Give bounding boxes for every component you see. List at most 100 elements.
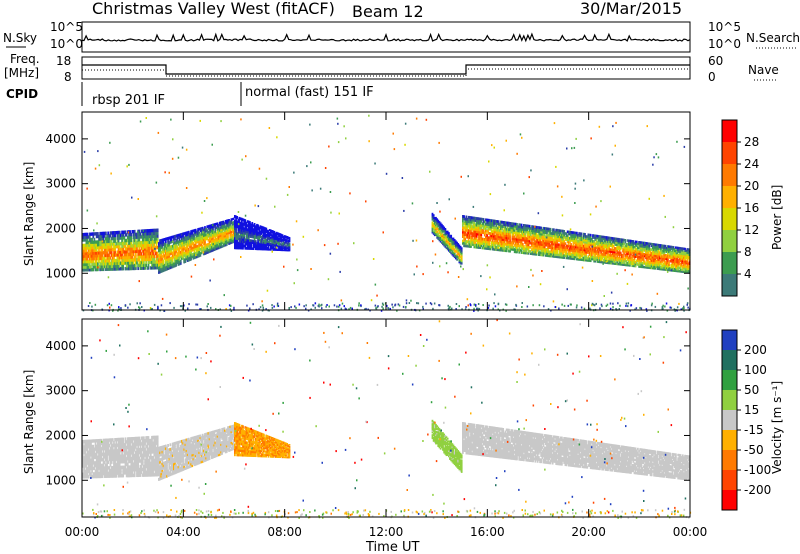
echo-cell-4 xyxy=(487,245,490,248)
echo-cell-4 xyxy=(527,245,530,249)
echo-cell-4 xyxy=(472,221,475,224)
echo-cell-1 xyxy=(179,259,182,263)
echo-cell-2 xyxy=(264,233,266,236)
echo-cell-4 xyxy=(564,238,567,241)
echo-cell-4 xyxy=(585,255,587,258)
echo-cell-4 xyxy=(599,237,601,240)
echo-cell-4 xyxy=(506,243,509,246)
echo-cell-0 xyxy=(120,236,122,240)
echo-cell-2 xyxy=(280,233,283,236)
echo-cell-4 xyxy=(638,241,640,244)
echo-cell-4 xyxy=(658,260,661,263)
echo-cell-4 xyxy=(518,225,521,229)
echo-cell-4 xyxy=(558,231,561,234)
echo-cell-2 xyxy=(257,226,259,229)
echo-cell-4 xyxy=(627,260,630,263)
echo-cell-0 xyxy=(92,235,95,239)
echo-cell-1 xyxy=(185,231,188,235)
echo-cell-4 xyxy=(602,259,605,262)
echo-cell-1 xyxy=(216,237,219,241)
echo-cell-4 xyxy=(684,269,686,272)
echo-cell-2 xyxy=(281,244,284,247)
echo-cell-3 xyxy=(435,225,437,228)
echo-cell-1 xyxy=(204,246,206,249)
echo-cell-1 xyxy=(163,238,166,241)
echo-cell-4 xyxy=(510,228,513,232)
echo-cell-1 xyxy=(166,267,168,271)
echo-cell-4 xyxy=(587,241,590,244)
echo-cell-4 xyxy=(570,235,572,238)
echo-cell-0 xyxy=(105,237,107,241)
echo-cell-4 xyxy=(479,235,482,238)
echo-cell-4 xyxy=(653,248,655,252)
echo-cell-0 xyxy=(124,233,127,237)
echo-cell-4 xyxy=(627,250,630,254)
echo-cell-4 xyxy=(593,250,596,253)
echo-cell-2 xyxy=(235,220,237,224)
echo-cell-4 xyxy=(467,218,470,221)
echo-cell-1 xyxy=(161,250,164,254)
echo-cell-4 xyxy=(516,250,518,254)
echo-cell-4 xyxy=(649,253,652,257)
echo-cell-1 xyxy=(161,264,164,268)
echo-cell-0 xyxy=(155,228,158,233)
echo-cell-1 xyxy=(228,231,230,235)
echo-cell-0 xyxy=(148,249,151,253)
echo-cell-2 xyxy=(287,241,290,244)
echo-cell-4 xyxy=(540,251,543,255)
echo-cell-4 xyxy=(579,234,582,237)
echo-cell-0 xyxy=(135,244,137,248)
echo-cell-4 xyxy=(683,265,685,268)
echo-cell-2 xyxy=(277,249,279,251)
echo-cell-4 xyxy=(681,252,684,256)
echo-cell-2 xyxy=(253,241,256,245)
echo-cell-3 xyxy=(453,241,456,244)
echo-cell-4 xyxy=(603,239,606,243)
echo-cell-2 xyxy=(263,239,265,243)
echo-cell-4 xyxy=(515,242,517,245)
echo-cell-2 xyxy=(254,247,257,251)
echo-cell-4 xyxy=(462,226,464,230)
echo-cell-3 xyxy=(460,260,463,262)
echo-cell-1 xyxy=(168,252,171,256)
echo-cell-4 xyxy=(497,235,500,239)
echo-cell-4 xyxy=(673,262,676,265)
echo-cell-1 xyxy=(216,239,219,243)
echo-cell-0 xyxy=(153,254,156,259)
echo-cell-4 xyxy=(574,253,577,257)
echo-cell-4 xyxy=(647,249,650,253)
echo-cell-4 xyxy=(620,242,623,245)
echo-cell-4 xyxy=(463,230,465,234)
echo-cell-1 xyxy=(225,237,228,241)
echo-cell-4 xyxy=(540,249,543,253)
echo-cell-0 xyxy=(85,243,88,248)
echo-cell-4 xyxy=(463,217,465,221)
echo-cell-2 xyxy=(283,249,286,252)
echo-cell-1 xyxy=(190,247,192,250)
echo-cell-4 xyxy=(578,258,581,261)
echo-cell-2 xyxy=(241,237,243,241)
echo-cell-3 xyxy=(451,238,454,241)
echo-cell-2 xyxy=(236,234,239,238)
echo-cell-0 xyxy=(130,241,133,245)
echo-cell-1 xyxy=(204,236,206,239)
echo-cell-1 xyxy=(213,238,216,242)
echo-cell-0 xyxy=(153,228,156,233)
echo-cell-4 xyxy=(639,252,642,255)
echo-cell-0 xyxy=(140,252,143,256)
echo-cell-4 xyxy=(618,247,621,251)
echo-cell-0 xyxy=(100,259,103,263)
echo-cell-4 xyxy=(641,247,644,250)
echo-cell-4 xyxy=(677,266,680,269)
echo-cell-4 xyxy=(596,244,599,248)
echo-cell-4 xyxy=(535,230,538,233)
echo-cell-0 xyxy=(149,254,152,259)
echo-cell-4 xyxy=(471,218,473,222)
echo-cell-1 xyxy=(193,239,196,243)
echo-cell-2 xyxy=(267,236,270,239)
echo-cell-4 xyxy=(642,241,645,245)
echo-cell-3 xyxy=(438,228,441,231)
echo-cell-4 xyxy=(576,231,578,235)
echo-cell-4 xyxy=(528,235,531,239)
echo-cell-4 xyxy=(529,227,532,230)
